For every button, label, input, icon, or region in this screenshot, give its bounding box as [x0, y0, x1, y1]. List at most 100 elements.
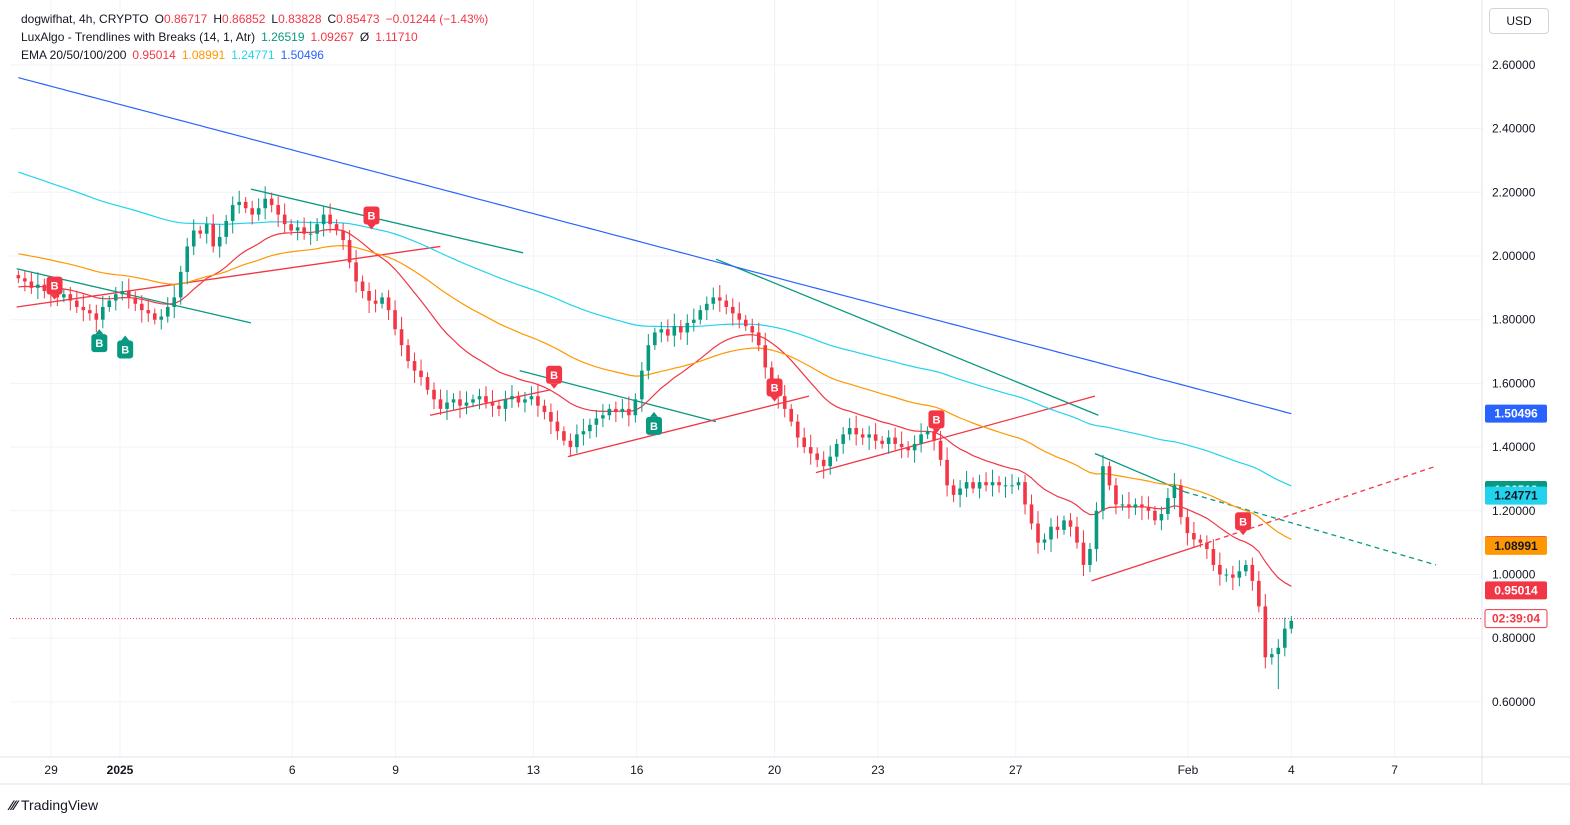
open-value: 0.86717: [163, 12, 208, 26]
candle-body: [1062, 520, 1066, 530]
candle-body: [1081, 542, 1086, 565]
candle-body: [191, 230, 196, 247]
candle-body: [237, 201, 241, 206]
candle-body: [230, 205, 235, 221]
y-tick-label: 2.60000: [1492, 58, 1536, 72]
ema-line-100: [18, 171, 1292, 487]
candle-body: [958, 488, 962, 495]
candle-body: [1283, 628, 1287, 648]
candle-body: [321, 214, 326, 225]
candle-body: [146, 310, 151, 314]
candle-body: [471, 399, 475, 403]
candle-body: [607, 408, 612, 416]
y-tick-label: 2.20000: [1492, 185, 1536, 199]
candle-body: [256, 208, 261, 215]
y-tick-label: 1.40000: [1492, 440, 1536, 454]
tradingview-logo-icon[interactable]: ⁄⁄⁄: [10, 797, 18, 813]
candle-body: [36, 284, 40, 288]
candle-body: [724, 300, 729, 307]
signal-text: B: [121, 344, 129, 356]
candle-body: [165, 306, 170, 317]
candle-body: [666, 329, 670, 336]
candle-body: [204, 224, 209, 234]
candle-body: [419, 370, 423, 378]
candle-body: [536, 396, 540, 406]
x-tick-label: 9: [392, 763, 399, 777]
low-label: L: [271, 12, 279, 26]
candle-body: [1218, 564, 1222, 575]
candle-body: [789, 408, 794, 422]
candle-body: [568, 440, 573, 448]
candle-body: [925, 431, 930, 435]
candle-body: [932, 431, 936, 441]
price-tag-label: 0.95014: [1494, 583, 1538, 597]
candle-body: [867, 434, 871, 438]
candle-body: [782, 396, 787, 409]
candle-body: [185, 246, 190, 272]
y-tick-label: 2.00000: [1492, 249, 1536, 263]
bullish-break-label: B: [91, 329, 108, 353]
candle-body: [1146, 507, 1151, 511]
y-tick-label: 1.60000: [1492, 376, 1536, 390]
signal-box: [546, 365, 563, 384]
candle-body: [977, 482, 982, 489]
candle-body: [899, 443, 904, 448]
signal-box: [928, 410, 945, 429]
candle-body: [750, 326, 755, 333]
price-tag: 1.08991: [1485, 536, 1547, 555]
candle-body: [633, 399, 638, 416]
ema-line-50: [18, 244, 1292, 540]
candle-body: [971, 482, 975, 489]
trendline: [429, 389, 551, 416]
candle-body: [704, 303, 709, 311]
indicator1-symbol: Ø: [359, 30, 370, 44]
candle-body: [653, 332, 657, 346]
candle-body: [1270, 654, 1274, 658]
signal-box: [766, 378, 783, 397]
candle-body: [289, 224, 293, 231]
candle-body: [549, 412, 553, 422]
chart-grid: [10, 0, 1482, 757]
candle-body: [308, 233, 313, 235]
ema20-value: 0.95014: [132, 48, 176, 62]
signal-box: [645, 416, 662, 435]
y-tick-label: 1.00000: [1492, 568, 1536, 582]
price-tag: 02:39:04: [1484, 609, 1548, 629]
candle-body: [497, 405, 501, 409]
candle-body: [1133, 504, 1138, 508]
candle-body: [1185, 517, 1190, 534]
candle-body: [1140, 504, 1144, 508]
candle-body: [360, 281, 365, 292]
symbol-title[interactable]: dogwifhat, 4h, CRYPTO: [21, 12, 149, 26]
candle-body: [1257, 580, 1261, 607]
candle-body: [886, 437, 891, 444]
candle-body: [126, 291, 131, 298]
candle-body: [1036, 523, 1040, 543]
candle-body: [510, 396, 514, 400]
candle-body: [438, 399, 443, 409]
candle-body: [523, 399, 527, 403]
candle-body: [1003, 485, 1008, 487]
candle-body: [912, 443, 917, 451]
trendline: [715, 258, 1099, 416]
candle-body: [1016, 482, 1021, 486]
signal-box: [363, 206, 380, 225]
candle-body: [1055, 526, 1060, 530]
axes: 2.60000 2.40000 2.20000 2.00000 1.80000 1.600…: [0, 0, 1570, 785]
signal-pointer: [770, 396, 779, 402]
price-tag-bg: [1485, 486, 1547, 505]
low-value: 0.83828: [278, 12, 322, 26]
trendline-extension: [1198, 465, 1437, 547]
brand-name[interactable]: TradingView: [21, 797, 99, 813]
open-label: O: [154, 12, 164, 26]
candle-body: [1094, 510, 1099, 550]
indicator2-name[interactable]: EMA 20/50/100/200: [21, 48, 127, 62]
ema-line-200: [18, 77, 1292, 415]
candle-body: [269, 198, 274, 206]
y-tick-label: 1.20000: [1492, 504, 1536, 518]
indicator1-name[interactable]: LuxAlgo - Trendlines with Breaks (14, 1,…: [21, 30, 256, 44]
currency-button[interactable]: USD: [1489, 8, 1549, 34]
candle-body: [516, 396, 521, 403]
candle-body: [107, 300, 112, 307]
